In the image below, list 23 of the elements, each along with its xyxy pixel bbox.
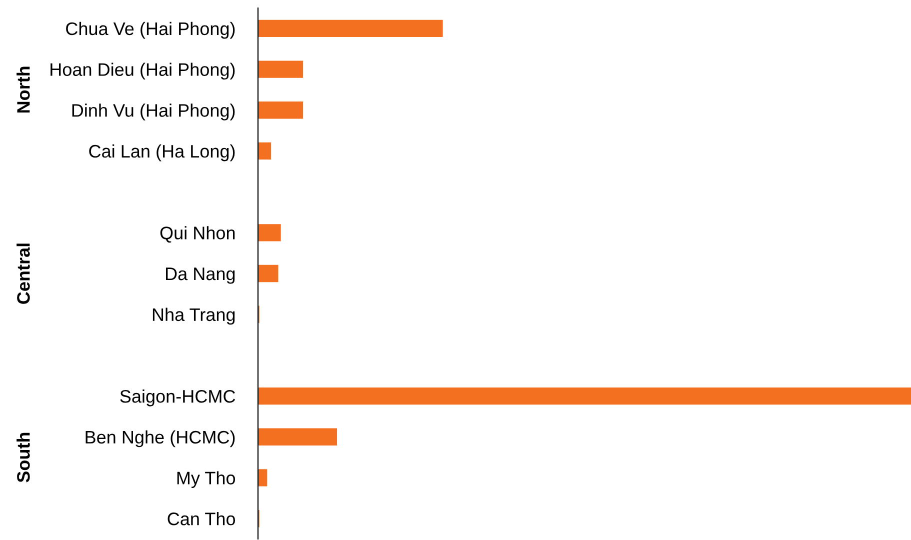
y-tick-label: Qui Nhon xyxy=(160,226,235,243)
y-tick-label: Saigon-HCMC xyxy=(120,389,236,406)
bar xyxy=(258,224,281,242)
text: South xyxy=(16,432,30,482)
text: North xyxy=(16,66,30,113)
bar xyxy=(258,142,272,160)
bar xyxy=(258,60,304,78)
bar xyxy=(258,20,443,37)
y-tick-label: My Tho xyxy=(177,471,236,488)
bar xyxy=(258,264,278,282)
y-tick-label: Ben Nghe (HCMC) xyxy=(86,430,235,448)
y-tick-label: Dinh Vu (Hai Phong) xyxy=(72,104,235,120)
y-tick-label: Hoan Dieu (Hai Phong) xyxy=(50,62,235,80)
y-tick-label: Can Tho xyxy=(168,512,236,526)
bar xyxy=(258,469,268,486)
bar xyxy=(258,428,338,446)
y-tick-label: Da Nang xyxy=(166,268,235,284)
y-tick-label: Chua Ve (Hai Phong) xyxy=(66,22,235,39)
bar xyxy=(258,387,911,405)
text: Central xyxy=(16,244,30,304)
y-tick-label: Nha Trang xyxy=(152,308,235,325)
bar xyxy=(258,102,304,119)
y-tick-label: Cai Lan (Ha Long) xyxy=(89,144,235,162)
